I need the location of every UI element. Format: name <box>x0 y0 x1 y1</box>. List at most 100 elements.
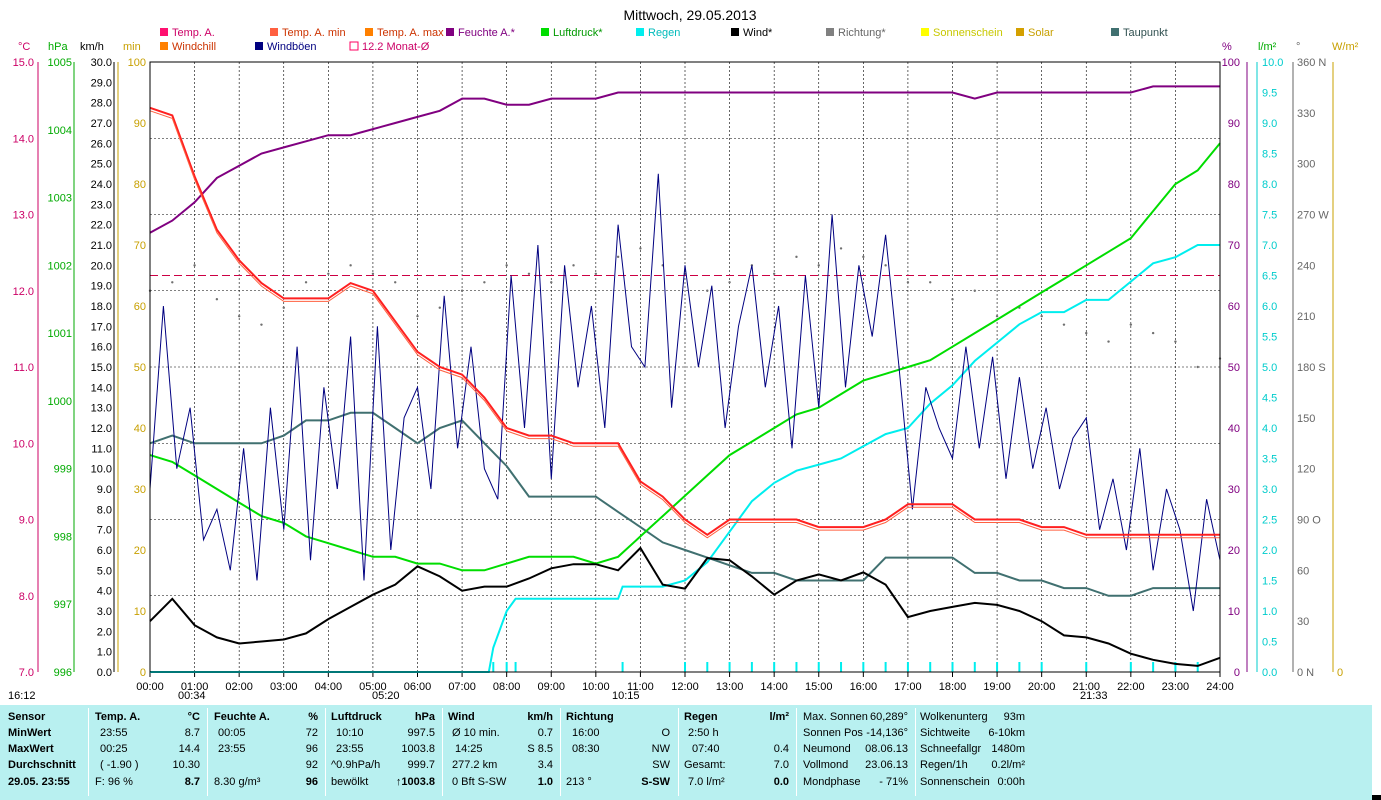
rain-total: 7.0 <box>773 759 789 771</box>
temp-tick: 13.0 <box>13 210 34 222</box>
rain-tick: 7.0 <box>1262 240 1277 252</box>
legend-swatch <box>160 28 168 36</box>
direction-point <box>862 255 865 259</box>
weather-value: 1480m <box>991 743 1025 755</box>
legend-label: Sonnenschein <box>933 27 1003 39</box>
temp-min: 8.7 <box>184 727 200 739</box>
wind-tick: 23.0 <box>91 199 112 211</box>
sun-marker-label: 21:33 <box>1080 690 1108 702</box>
rain-event-mark <box>1085 662 1088 672</box>
direction-point <box>706 289 709 292</box>
astro-value: 60,289° <box>869 711 908 723</box>
press-current: ↑1003.8 <box>395 776 435 788</box>
wind-tick: 9.0 <box>97 484 112 496</box>
rain-event-mark <box>929 662 932 672</box>
rain-tick: 3.5 <box>1262 454 1277 466</box>
direction-point <box>1129 323 1133 326</box>
rain-tick: 9.5 <box>1262 88 1277 100</box>
wind-tick: 12.0 <box>91 423 112 435</box>
weather-value: 6-10km <box>988 727 1025 739</box>
astro-label: Neumond <box>803 743 851 755</box>
pressure-tick: 1003 <box>48 193 72 205</box>
unit-pressure: hPa <box>48 41 68 53</box>
hdr-rain-unit: l/m² <box>769 711 789 723</box>
row-label: MinWert <box>8 727 52 739</box>
temp-max-time: 00:25 <box>100 743 128 755</box>
weather-label: Regen/1h <box>920 759 968 771</box>
wind-tick: 3.0 <box>97 606 112 618</box>
pressure-tick: 998 <box>54 531 72 543</box>
astro-label: Max. Sonnen <box>803 711 868 723</box>
direction-tick: 210 <box>1297 311 1315 323</box>
x-tick-label: 16:00 <box>850 681 878 693</box>
direction-point <box>1174 340 1177 343</box>
legend-swatch <box>1016 28 1024 36</box>
rain-tick: 2.5 <box>1262 515 1277 527</box>
rain-tick: 6.5 <box>1262 271 1277 283</box>
hdr-dir: Richtung <box>566 711 614 723</box>
direction-point <box>572 264 575 267</box>
rain-event-mark <box>795 662 798 672</box>
legend-swatch <box>365 28 373 36</box>
wind-tick: 30.0 <box>91 57 112 69</box>
series-layer <box>148 85 1222 673</box>
pressure-tick: 1005 <box>48 57 72 69</box>
x-tick-label: 03:00 <box>270 681 298 693</box>
x-tick-label: 07:00 <box>448 681 476 693</box>
wind-max: S 8.5 <box>527 743 553 755</box>
plot-grid <box>150 62 1220 672</box>
hdr-temp: Temp. A. <box>95 711 141 723</box>
direction-point <box>995 314 999 318</box>
direction-point <box>594 272 598 276</box>
rain-event-mark <box>1174 662 1177 672</box>
wind-tick: 15.0 <box>91 362 112 374</box>
direction-tick: 150 <box>1297 413 1315 425</box>
unit-wind: km/h <box>80 41 104 53</box>
temp-tick: 10.0 <box>13 438 34 450</box>
weather-value: 93m <box>1003 711 1025 723</box>
humidity-tick: 90 <box>1228 118 1240 130</box>
rain-event-mark <box>1040 662 1043 672</box>
wind-tick: 6.0 <box>97 545 112 557</box>
direction-tick: 180 S <box>1297 362 1326 374</box>
sun-marker-label: 05:20 <box>372 690 400 702</box>
legend-swatch <box>826 28 834 36</box>
rain-max: 0.4 <box>773 743 789 755</box>
rain-event-mark <box>1152 662 1155 672</box>
press-max-time: 23:55 <box>336 743 364 755</box>
sun-marker-label: 00:34 <box>178 690 206 702</box>
legend-label: Temp. A. max <box>377 27 444 39</box>
wind-tick: 16.0 <box>91 342 112 354</box>
wind-tick: 14.0 <box>91 382 112 394</box>
col-sep <box>796 708 797 796</box>
temp-tick: 11.0 <box>13 362 34 374</box>
col-sep <box>678 708 679 796</box>
pressure-tick: 999 <box>54 464 72 476</box>
dir-current: S-SW <box>641 776 670 788</box>
legend-label: Windchill <box>172 41 216 53</box>
press-min-time: 10:10 <box>336 727 364 739</box>
rain-tick: 6.0 <box>1262 301 1277 313</box>
direction-point <box>772 272 776 276</box>
astro-value: -14,136° <box>866 727 908 739</box>
temp-tick: 12.0 <box>13 286 34 298</box>
temp-avg-note: ( -1.90 ) <box>100 759 139 771</box>
rain-tick: 4.0 <box>1262 423 1277 435</box>
temp-max: 14.4 <box>178 743 200 755</box>
col-sep <box>207 708 208 796</box>
x-tick-label: 24:00 <box>1206 681 1234 693</box>
rain-tick: 9.0 <box>1262 118 1277 130</box>
rain-tick: 0.0 <box>1262 667 1277 679</box>
rain-total-label: Gesamt: <box>684 759 726 771</box>
legend: Temp. A. Temp. A. min Temp. A. max Feuchte … <box>160 27 1168 53</box>
dir-max-time: 08:30 <box>572 743 600 755</box>
x-tick-label: 04:00 <box>315 681 343 693</box>
temp-tick: 14.0 <box>13 133 34 145</box>
sun-tick: 20 <box>134 545 146 557</box>
x-tick-label: 20:00 <box>1028 681 1056 693</box>
direction-point <box>215 298 219 301</box>
unit-rain: l/m² <box>1258 41 1277 53</box>
wind-tick: 27.0 <box>91 118 112 130</box>
legend-label: Taupunkt <box>1123 27 1168 39</box>
direction-tick: 360 N <box>1297 57 1326 69</box>
